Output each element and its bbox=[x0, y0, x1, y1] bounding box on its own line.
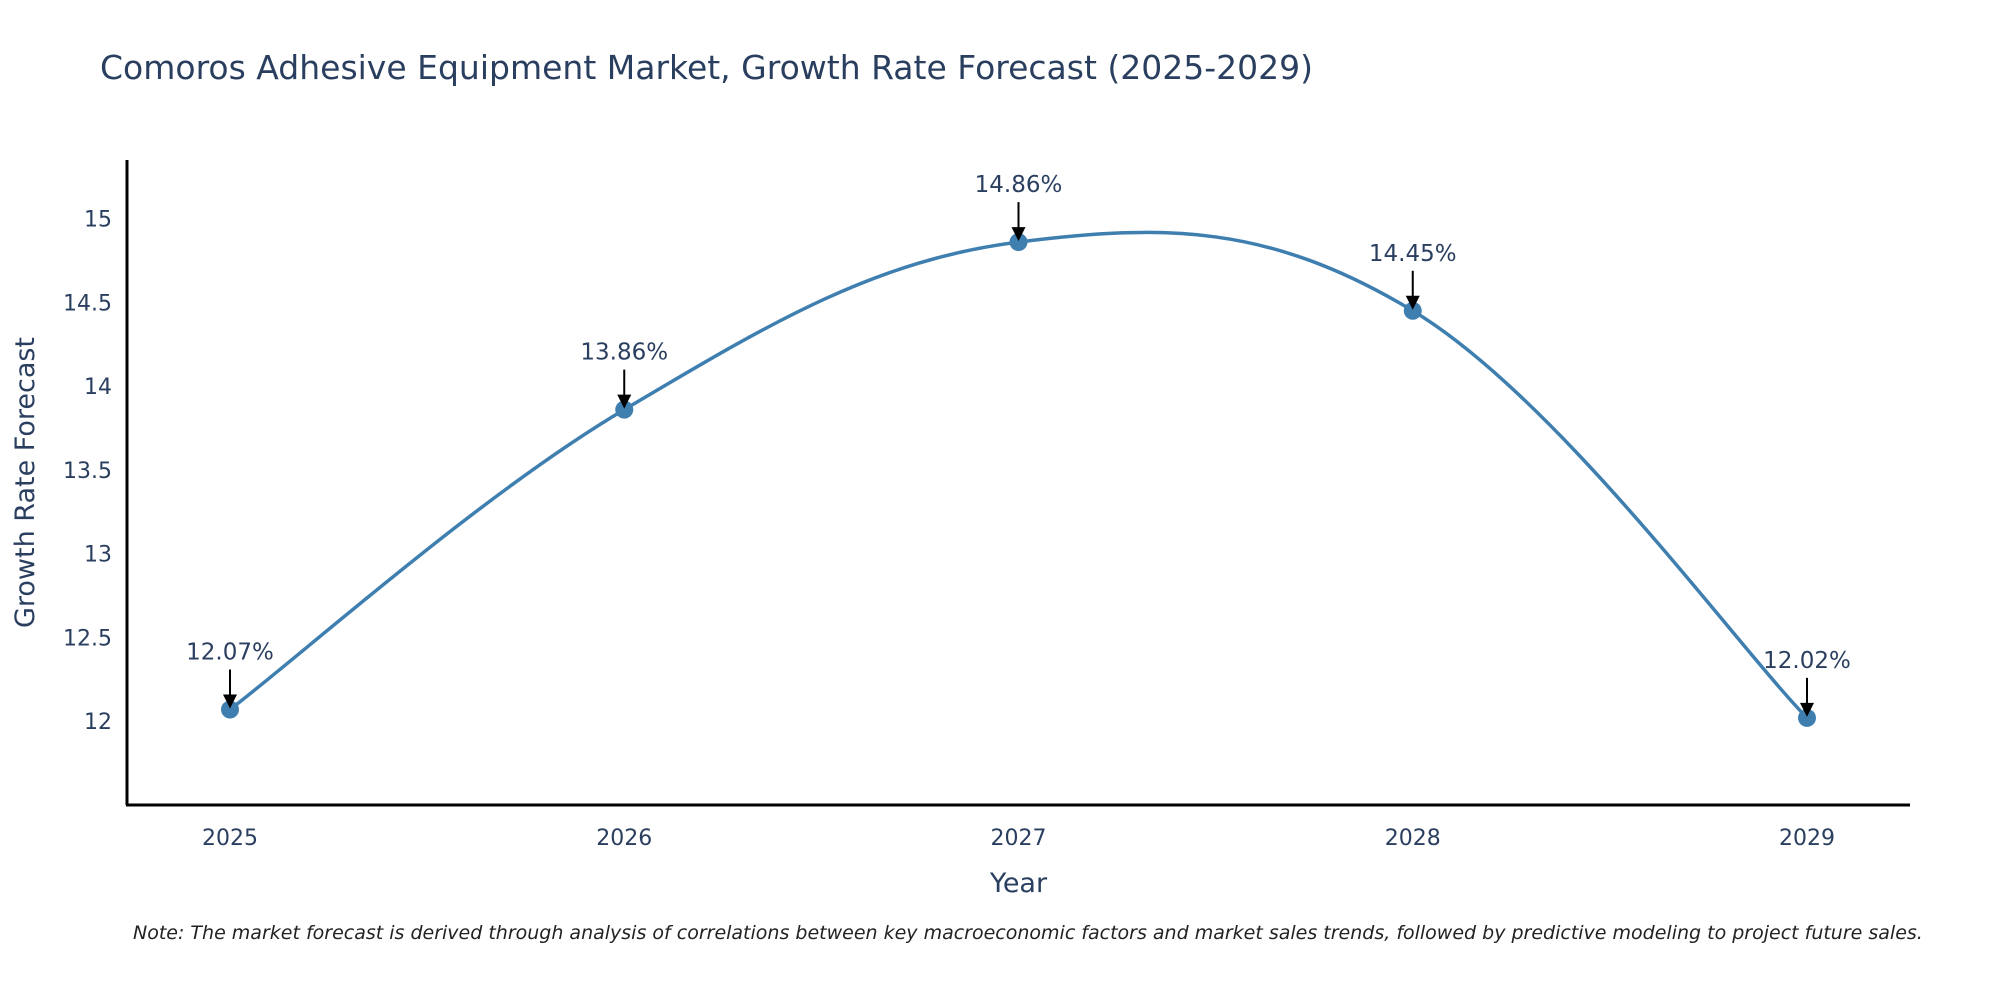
data-point bbox=[1798, 708, 1816, 727]
y-tick-label: 13 bbox=[84, 543, 112, 568]
data-label: 14.86% bbox=[975, 172, 1063, 198]
x-tick-label: 2025 bbox=[202, 826, 258, 851]
annotation-arrowhead bbox=[1800, 702, 1814, 717]
data-label: 12.02% bbox=[1763, 648, 1851, 674]
y-tick-label: 15 bbox=[84, 208, 112, 233]
chart-title: Comoros Adhesive Equipment Market, Growt… bbox=[100, 48, 1314, 87]
annotation-arrowhead bbox=[1011, 227, 1026, 242]
data-label: 13.86% bbox=[580, 340, 668, 366]
data-point bbox=[1009, 233, 1028, 252]
annotation-arrowhead bbox=[223, 694, 237, 709]
y-axis-title: Growth Rate Forecast bbox=[10, 337, 41, 628]
data-label: 14.45% bbox=[1369, 241, 1457, 267]
y-tick-label: 12 bbox=[84, 710, 112, 735]
x-tick-label: 2028 bbox=[1385, 826, 1441, 851]
data-point bbox=[221, 700, 239, 719]
y-tick-label: 13.5 bbox=[63, 459, 112, 484]
data-point bbox=[615, 400, 634, 419]
chart-note: Note: The market forecast is derived thr… bbox=[133, 922, 1923, 944]
y-tick-label: 12.5 bbox=[63, 626, 112, 651]
annotation-arrowhead bbox=[1405, 295, 1420, 310]
series-line bbox=[228, 230, 1809, 720]
data-point bbox=[1403, 301, 1422, 320]
data-label: 12.07% bbox=[186, 640, 274, 666]
y-tick-label: 14.5 bbox=[63, 291, 112, 316]
y-tick-label: 14 bbox=[84, 375, 112, 400]
x-tick-label: 2026 bbox=[596, 826, 652, 851]
x-axis-title: Year bbox=[989, 868, 1048, 899]
annotation-arrowhead bbox=[617, 394, 632, 409]
x-tick-label: 2029 bbox=[1779, 826, 1835, 851]
x-tick-label: 2027 bbox=[991, 826, 1047, 851]
